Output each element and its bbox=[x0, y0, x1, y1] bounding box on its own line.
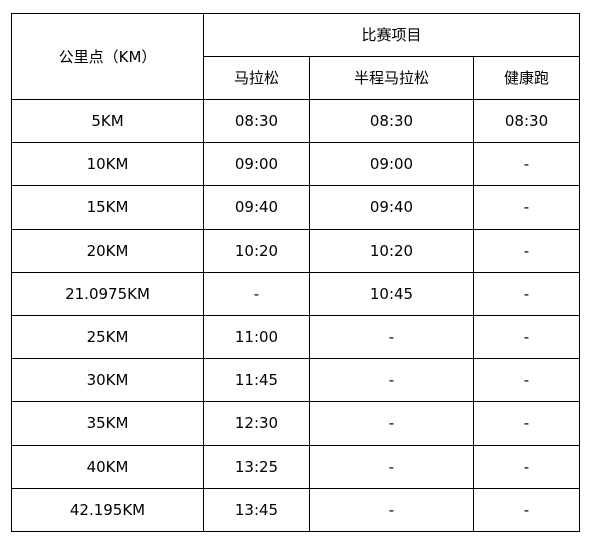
marathon-cell: 08:30 bbox=[203, 98, 310, 144]
marathon-cell: 09:00 bbox=[203, 142, 310, 187]
event-group-header: 比赛项目 bbox=[202, 13, 581, 57]
header-row-1: 公里点（KM） 比赛项目 bbox=[11, 13, 581, 100]
distance-cell: 21.0975KM bbox=[11, 271, 204, 316]
table-row: 20KM 10:20 10:20- bbox=[11, 228, 581, 273]
marathon-cell: 12:30 bbox=[203, 401, 310, 446]
distance-cell: 15KM bbox=[11, 185, 204, 230]
distance-cell: 10KM bbox=[11, 142, 204, 187]
distance-column-header: 公里点（KM） bbox=[11, 13, 204, 100]
header-row-2: 马拉松 半程马拉松 健康跑 bbox=[12, 56, 581, 100]
fun-run-cell: 08:30 bbox=[472, 98, 581, 144]
fun-run-cell: - bbox=[472, 185, 581, 230]
table-row: 5KM 08:30 08:30 08:30 bbox=[11, 98, 581, 144]
marathon-cell: - bbox=[203, 271, 310, 316]
fun-run-cell: - bbox=[472, 358, 581, 403]
cutoff-time-table: 公里点（KM） 比赛项目 马拉松 半程马拉松 健康跑 5KM 08:30 08:30… bbox=[11, 13, 581, 532]
fun-run-cell: - bbox=[472, 228, 581, 273]
half-marathon-cell: 10:20 bbox=[309, 228, 474, 273]
fun-run-cell: - bbox=[472, 401, 581, 446]
distance-cell: 20KM bbox=[11, 228, 204, 273]
distance-cell: 42.195KM bbox=[11, 487, 204, 532]
fun-run-cell: - bbox=[472, 271, 581, 316]
distance-cell: 30KM bbox=[11, 358, 204, 403]
half-marathon-cell: - bbox=[309, 487, 474, 532]
table-row: 42.195KM 13:45- - bbox=[11, 487, 581, 532]
table-row: 35KM 12:30- - bbox=[11, 401, 581, 446]
table-row: 40KM 13:25- - bbox=[11, 444, 581, 489]
marathon-cell: 11:45 bbox=[203, 358, 310, 403]
half-marathon-cell: 10:45 bbox=[309, 271, 474, 316]
half-marathon-column-header: 半程马拉松 bbox=[309, 56, 474, 100]
half-marathon-cell: - bbox=[309, 444, 474, 489]
half-marathon-cell: - bbox=[309, 401, 474, 446]
distance-cell: 5KM bbox=[11, 98, 204, 144]
fun-run-cell: - bbox=[472, 487, 581, 532]
half-marathon-cell: 08:30 bbox=[309, 98, 474, 144]
distance-cell: 25KM bbox=[11, 314, 204, 360]
fun-run-cell: - bbox=[472, 314, 581, 360]
table-header: 公里点（KM） 比赛项目 马拉松 半程马拉松 健康跑 bbox=[11, 13, 581, 100]
table-row: 15KM 09:40 09:40- bbox=[11, 185, 581, 230]
half-marathon-cell: 09:00 bbox=[309, 142, 474, 187]
marathon-cell: 09:40 bbox=[203, 185, 310, 230]
half-marathon-cell: - bbox=[309, 314, 474, 360]
table-row: 30KM 11:45- - bbox=[11, 358, 581, 403]
table-row: 25KM 11:00- - bbox=[11, 314, 581, 360]
distance-cell: 35KM bbox=[11, 401, 204, 446]
half-marathon-cell: - bbox=[309, 358, 474, 403]
table-row: 10KM 09:00 09:00- bbox=[11, 142, 581, 187]
table-row: 21.0975KM -10:45- bbox=[11, 271, 581, 316]
fun-run-column-header: 健康跑 bbox=[472, 56, 581, 100]
marathon-cell: 13:25 bbox=[203, 444, 310, 489]
cutoff-time-table-container: 公里点（KM） 比赛项目 马拉松 半程马拉松 健康跑 5KM 08:30 08:30… bbox=[11, 13, 581, 532]
marathon-cell: 11:00 bbox=[203, 314, 310, 360]
table-body: 5KM 08:30 08:30 08:30 10KM 09:00 09:00-15KM 09:… bbox=[11, 98, 581, 532]
distance-cell: 40KM bbox=[11, 444, 204, 489]
fun-run-cell: - bbox=[472, 444, 581, 489]
marathon-cell: 10:20 bbox=[203, 228, 310, 273]
marathon-cell: 13:45 bbox=[203, 487, 310, 532]
fun-run-cell: - bbox=[472, 142, 581, 187]
marathon-column-header: 马拉松 bbox=[203, 56, 310, 100]
half-marathon-cell: 09:40 bbox=[309, 185, 474, 230]
